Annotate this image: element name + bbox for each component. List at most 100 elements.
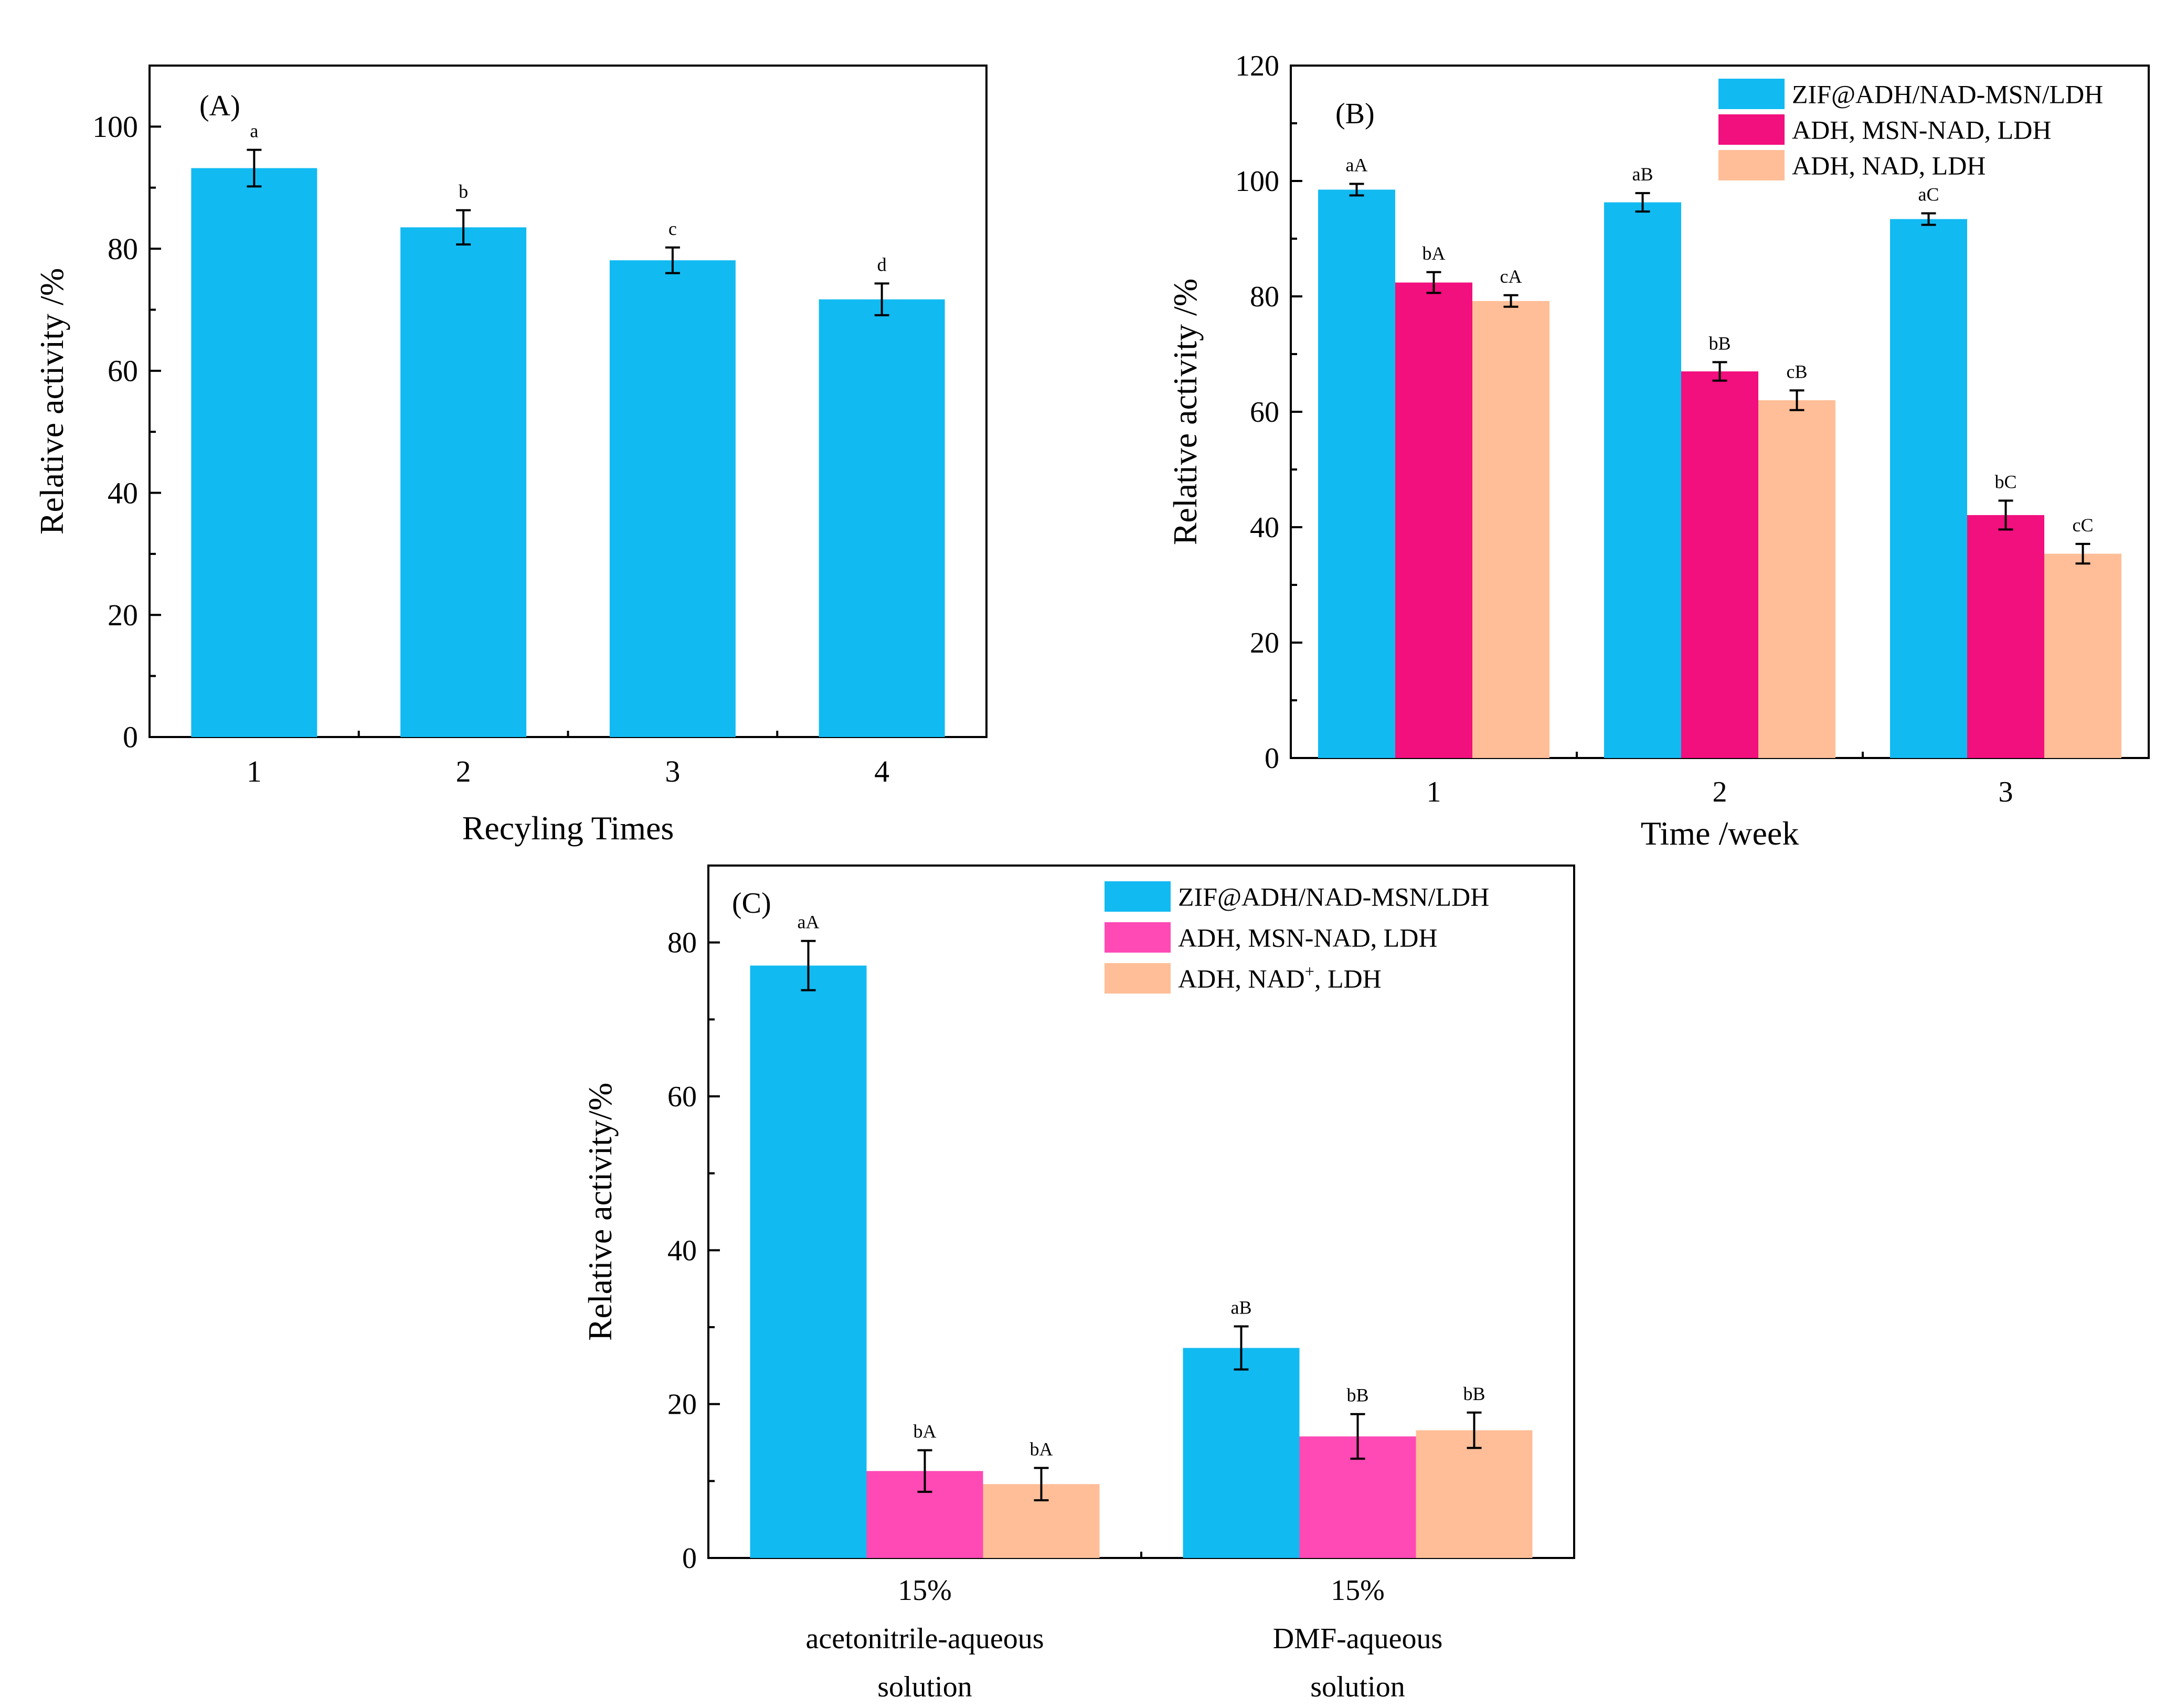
legend-label-text: ADH, NAD — [1178, 964, 1305, 993]
y-tick-label: 40 — [108, 476, 138, 510]
legend-label-text: ADH, NAD, LDH — [1792, 151, 1986, 180]
legend-label: ZIF@ADH/NAD-MSN/LDH — [1792, 79, 2103, 109]
legend-label-tail: , LDH — [1314, 964, 1382, 993]
significance-label: bA — [1423, 243, 1446, 264]
legend-label-superscript: + — [1305, 962, 1314, 981]
y-axis-title: Relative activity /% — [1166, 279, 1204, 545]
x-category-label: DMF-aqueous — [1273, 1622, 1443, 1655]
significance-label: aA — [1346, 155, 1368, 176]
bar-3-1 — [1472, 301, 1549, 758]
x-category-label: 4 — [874, 754, 889, 788]
legend-swatch — [1105, 922, 1171, 953]
y-tick-label: 100 — [92, 110, 138, 144]
error-bar — [1503, 294, 1519, 308]
bar-2-1 — [1395, 282, 1472, 758]
error-bar — [2075, 542, 2090, 565]
bar-3-2 — [1758, 400, 1835, 758]
legend-label: ADH, NAD+, LDH — [1178, 962, 1382, 993]
significance-label: bA — [1030, 1438, 1053, 1459]
error-bar — [1034, 1467, 1049, 1501]
error-bar — [1635, 192, 1650, 213]
x-category-label: solution — [1310, 1671, 1405, 1703]
y-tick-label: 20 — [108, 598, 138, 632]
y-tick-label: 40 — [667, 1234, 697, 1267]
x-category-label: 2 — [456, 754, 471, 788]
error-bar — [1789, 389, 1805, 411]
y-tick-label: 20 — [1250, 627, 1279, 659]
y-tick-label: 80 — [108, 232, 138, 266]
error-bar — [247, 148, 262, 188]
bar-2-3 — [1967, 515, 2044, 758]
error-bar — [665, 246, 680, 274]
legend-label-text: ZIF@ADH/NAD-MSN/LDH — [1792, 79, 2103, 109]
y-tick-label: 40 — [1250, 511, 1279, 544]
panel-a-chart: 0 20 40 60 80 100 1 2 3 4 a b c d (A) Relative activity… — [33, 65, 988, 847]
error-bar — [1921, 212, 1936, 226]
significance-label: bB — [1346, 1385, 1368, 1406]
legend-label-text: ADH, MSN-NAD, LDH — [1792, 115, 2051, 144]
bar-1-3 — [609, 260, 736, 737]
bar-3-2 — [1416, 1430, 1533, 1558]
bar-1-1 — [750, 965, 867, 1558]
error-bar — [1467, 1411, 1482, 1449]
error-bar — [1426, 271, 1441, 294]
y-tick-label: 20 — [667, 1389, 697, 1421]
y-tick-label: 0 — [682, 1542, 697, 1575]
x-category-label: 3 — [665, 754, 680, 788]
x-category-label: 1 — [247, 754, 262, 788]
legend-swatch — [1718, 150, 1785, 180]
legend-swatch — [1718, 114, 1785, 145]
significance-label: a — [250, 121, 258, 142]
x-category-label: 3 — [1999, 776, 2013, 808]
legend-swatch — [1718, 79, 1785, 109]
significance-label: aC — [1918, 184, 1939, 205]
significance-label: cC — [2073, 515, 2094, 536]
legend: ZIF@ADH/NAD-MSN/LDH ADH, MSN-NAD, LDH ADH,… — [1718, 79, 2103, 180]
legend-label: ADH, MSN-NAD, LDH — [1792, 115, 2051, 144]
bar-1-1 — [191, 168, 317, 737]
significance-label: bC — [1994, 471, 2016, 492]
y-tick-label: 0 — [123, 720, 138, 754]
legend-label: ADH, NAD, LDH — [1792, 151, 1986, 180]
legend-swatch — [1105, 881, 1171, 912]
panel-label: (B) — [1335, 98, 1375, 130]
y-tick-label: 80 — [1250, 281, 1279, 313]
significance-label: cA — [1500, 266, 1522, 287]
error-bar — [456, 209, 471, 245]
error-bar — [1712, 361, 1727, 382]
x-axis-title: Recyling Times — [462, 809, 674, 847]
significance-label: cB — [1787, 361, 1808, 382]
significance-label: c — [668, 218, 677, 239]
error-bar — [1350, 1413, 1365, 1460]
legend-label: ADH, MSN-NAD, LDH — [1178, 923, 1437, 952]
significance-label: aB — [1632, 164, 1653, 185]
error-bar — [1234, 1325, 1249, 1371]
x-category-label: acetonitrile-aqueous — [805, 1622, 1044, 1655]
y-tick-label: 60 — [1250, 396, 1279, 429]
y-tick-label: 80 — [667, 927, 697, 959]
significance-label: bB — [1708, 333, 1731, 354]
bar-1-2 — [1604, 202, 1681, 759]
legend: ZIF@ADH/NAD-MSN/LDH ADH, MSN-NAD, LDH ADH,… — [1105, 881, 1489, 994]
significance-label: bB — [1463, 1383, 1485, 1404]
x-category-label: 2 — [1713, 776, 1727, 808]
y-axis-title: Relative activity/% — [581, 1083, 619, 1341]
significance-label: aB — [1231, 1297, 1252, 1318]
y-tick-label: 60 — [667, 1081, 697, 1113]
bar-2-2 — [1681, 371, 1758, 758]
error-bar — [1349, 183, 1364, 197]
y-tick-label: 60 — [108, 354, 138, 388]
bar-1-1 — [1318, 189, 1395, 758]
significance-label: d — [877, 254, 887, 275]
significance-label: bA — [914, 1421, 937, 1442]
panel-label: (A) — [199, 90, 240, 122]
bar-3-3 — [2044, 553, 2121, 758]
error-bar — [917, 1449, 932, 1493]
panel-c-chart: 0 20 40 60 80 15% acetonitrile-aqueous solution… — [581, 864, 1575, 1703]
panel-label: (C) — [732, 887, 771, 920]
y-axis-title: Relative activity /% — [33, 268, 70, 535]
bar-1-2 — [400, 227, 527, 737]
significance-label: b — [459, 181, 468, 202]
panel-b-chart: 0 20 40 60 80 100 120 1 2 3 aA aB aC bA bB bC cA cB cC (B) R… — [1166, 50, 2150, 852]
